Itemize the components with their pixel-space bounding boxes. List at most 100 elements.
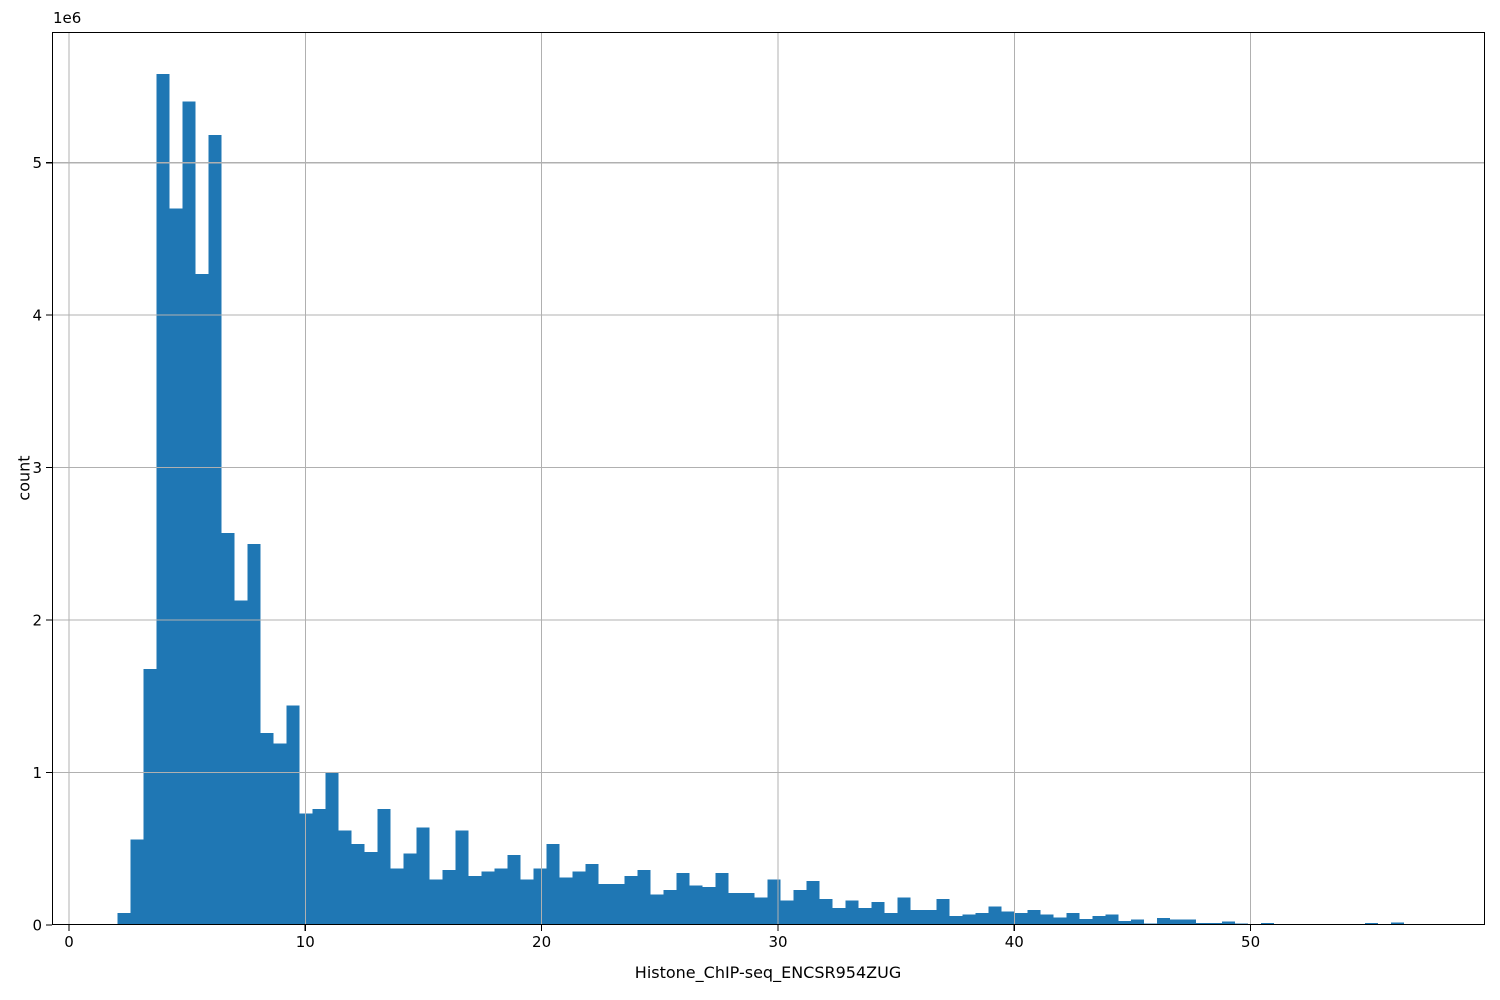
histogram-bar — [1066, 912, 1080, 925]
histogram-bar — [819, 899, 833, 925]
x-tick-label: 20 — [532, 933, 551, 951]
histogram-bar — [169, 208, 183, 925]
histogram-bar — [1391, 922, 1405, 925]
y-tick-label: 4 — [32, 307, 42, 325]
histogram-bar — [299, 813, 313, 925]
histogram-bar — [533, 868, 547, 925]
histogram-bar — [806, 880, 820, 925]
histogram-bar — [858, 908, 872, 925]
histogram-bar — [338, 830, 352, 925]
histogram-bar — [637, 870, 651, 925]
axis-tick-marks — [46, 162, 1252, 931]
histogram-bar — [1040, 914, 1054, 925]
histogram-bar — [390, 868, 404, 925]
histogram-bar — [884, 912, 898, 925]
histogram-bar — [780, 900, 794, 925]
histogram-bar — [676, 873, 690, 925]
y-tick-label: 5 — [32, 154, 42, 172]
x-tick-label: 10 — [296, 933, 315, 951]
histogram-bar — [663, 889, 677, 925]
histogram-bar — [247, 543, 261, 925]
x-tick-label: 0 — [64, 933, 74, 951]
histogram-bar — [221, 533, 235, 925]
histogram-bar — [962, 914, 976, 925]
histogram-bar — [377, 809, 391, 925]
histogram-bar — [975, 912, 989, 925]
gridlines — [52, 32, 1485, 925]
x-tick-label: 40 — [1005, 933, 1024, 951]
histogram-bar — [1001, 911, 1015, 925]
histogram-bar — [1183, 919, 1197, 925]
histogram-bar — [442, 870, 456, 925]
histogram-bar — [1118, 921, 1132, 925]
histogram-bar — [715, 873, 729, 925]
histogram-bar — [741, 892, 755, 925]
histogram-bar — [403, 853, 417, 925]
histogram-bar — [936, 899, 950, 925]
histogram-bar — [910, 909, 924, 925]
histogram-bar — [1014, 912, 1028, 925]
histogram-bar — [650, 894, 664, 925]
histogram-bar — [832, 908, 846, 925]
histogram-bar — [1157, 918, 1171, 925]
histogram-bar — [286, 705, 300, 925]
y-tick-label: 2 — [32, 612, 42, 630]
histogram-bar — [195, 273, 209, 926]
histogram-bar — [585, 864, 599, 925]
histogram-bar — [598, 883, 612, 925]
histogram-bar — [468, 876, 482, 925]
histogram-bar — [689, 885, 703, 925]
axis-tick-labels: 0 10 20 30 40 50 0 1 2 3 4 5 — [32, 154, 1260, 951]
histogram-bar — [793, 889, 807, 925]
x-tick-label: 50 — [1241, 933, 1260, 951]
histogram-bar — [728, 892, 742, 925]
histogram-bar — [520, 879, 534, 925]
histogram-bar — [1105, 914, 1119, 925]
histogram-bar — [507, 854, 521, 925]
histogram-bar — [546, 844, 560, 925]
y-tick-label: 0 — [32, 917, 42, 935]
histogram-bar — [481, 871, 495, 925]
histogram-bar — [988, 906, 1002, 925]
histogram-bar — [845, 900, 859, 925]
histogram-bar — [455, 830, 469, 925]
histogram-bar — [429, 879, 443, 925]
histogram-bar — [754, 897, 768, 925]
histogram-bar — [1131, 919, 1145, 925]
histogram-bar — [130, 839, 144, 925]
histogram-bar — [1092, 915, 1106, 925]
y-tick-label: 3 — [32, 459, 42, 477]
histogram-bar — [364, 851, 378, 925]
histogram-bar — [559, 877, 573, 925]
histogram-bar — [1222, 921, 1236, 925]
histogram-bar — [312, 809, 326, 925]
histogram-bar — [416, 827, 430, 925]
histogram-bar — [182, 101, 196, 926]
histogram-bar — [351, 844, 365, 925]
histogram-bar — [702, 886, 716, 925]
histogram-bar — [572, 871, 586, 925]
histogram-bar — [1027, 909, 1041, 925]
histogram-bar — [949, 915, 963, 925]
x-tick-label: 30 — [768, 933, 787, 951]
histogram-bar — [273, 743, 287, 925]
histogram-bar — [494, 868, 508, 925]
histogram-bar — [767, 879, 781, 925]
histogram-bar — [624, 876, 638, 925]
histogram-bar — [897, 897, 911, 925]
y-axis-offset-label: 1e6 — [53, 9, 82, 27]
histogram-bar — [260, 732, 274, 925]
histogram-bar — [208, 135, 222, 926]
histogram-bar — [1053, 917, 1067, 925]
histogram-bar — [156, 74, 170, 926]
histogram-bar — [1170, 919, 1184, 925]
histogram-bar — [234, 600, 248, 925]
histogram-bar — [1079, 918, 1093, 925]
histogram-bar — [923, 909, 937, 925]
histogram-bar — [611, 883, 625, 925]
y-axis-label: count — [14, 455, 34, 501]
y-tick-label: 1 — [32, 764, 42, 782]
x-axis-label: Histone_ChIP-seq_ENCSR954ZUG — [634, 963, 902, 982]
histogram-bar — [143, 668, 157, 925]
